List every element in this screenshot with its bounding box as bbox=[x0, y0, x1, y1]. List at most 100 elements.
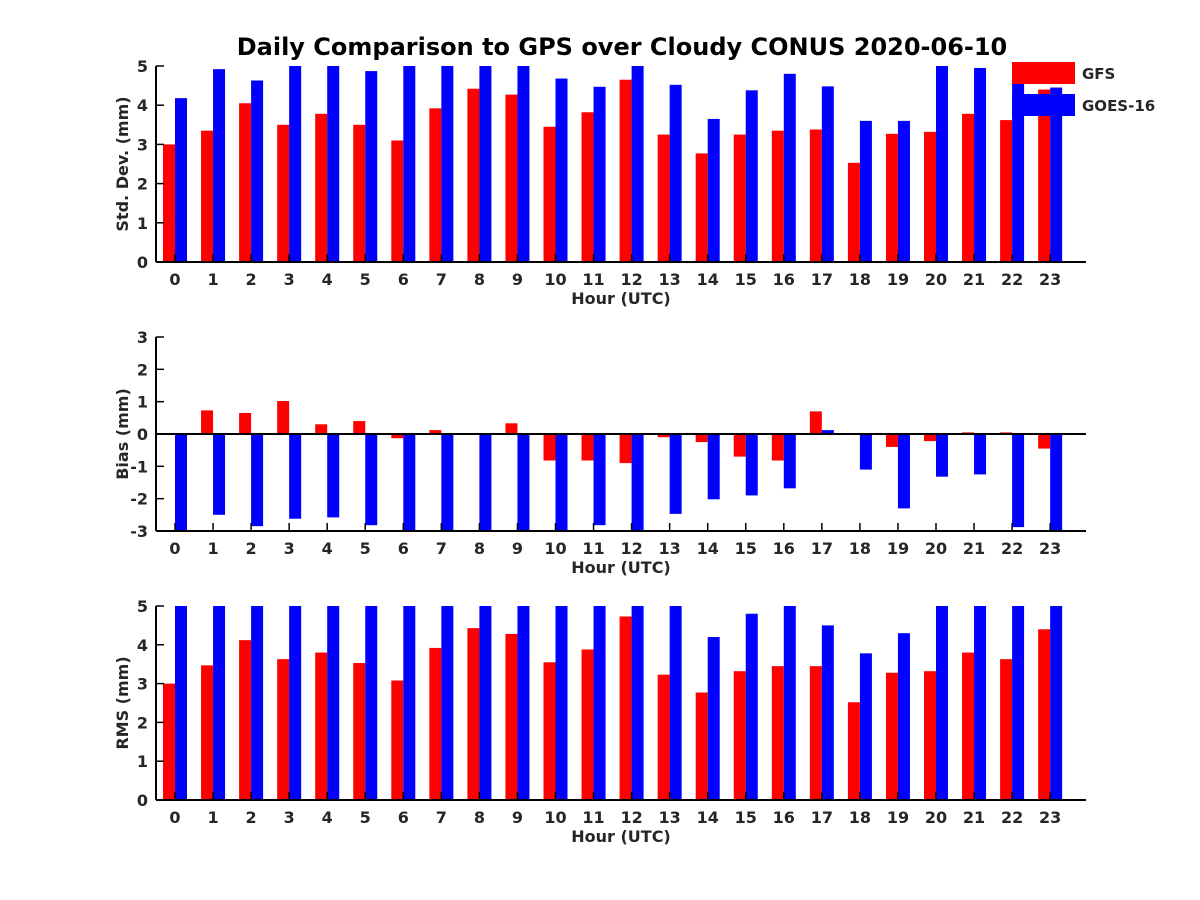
bar-goes-16-hour-5 bbox=[365, 434, 378, 526]
bar-goes-16-hour-15 bbox=[745, 90, 758, 262]
y-tick-label: 3 bbox=[137, 328, 148, 347]
y-tick-label: -1 bbox=[130, 457, 148, 476]
bar-goes-16-hour-15 bbox=[745, 434, 758, 496]
x-tick-label: 18 bbox=[849, 808, 871, 827]
y-tick-label: 5 bbox=[137, 597, 148, 616]
x-tick-label: 7 bbox=[436, 270, 447, 289]
bar-goes-16-hour-10 bbox=[555, 78, 568, 262]
bar-goes-16-hour-2 bbox=[251, 80, 264, 262]
bar-gfs-hour-21 bbox=[962, 652, 975, 800]
bar-gfs-hour-16 bbox=[771, 434, 784, 461]
x-axis-label: Hour (UTC) bbox=[571, 289, 671, 308]
bar-goes-16-hour-19 bbox=[897, 434, 910, 509]
bar-goes-16-hour-1 bbox=[213, 434, 226, 515]
bar-goes-16-hour-0 bbox=[175, 434, 187, 531]
bar-goes-16-hour-13 bbox=[669, 434, 682, 514]
x-tick-label: 23 bbox=[1039, 270, 1061, 289]
bar-gfs-hour-8 bbox=[467, 628, 480, 800]
x-tick-label: 22 bbox=[1001, 539, 1023, 558]
bar-goes-16-hour-16 bbox=[783, 606, 796, 800]
bar-goes-16-hour-20 bbox=[936, 434, 948, 477]
x-tick-label: 5 bbox=[360, 808, 371, 827]
x-tick-label: 5 bbox=[360, 270, 371, 289]
bar-goes-16-hour-19 bbox=[897, 633, 910, 800]
bar-goes-16-hour-0 bbox=[175, 98, 187, 262]
bar-goes-16-hour-22 bbox=[1012, 606, 1025, 800]
bar-gfs-hour-16 bbox=[771, 130, 784, 262]
bar-gfs-hour-3 bbox=[277, 124, 290, 262]
x-tick-label: 8 bbox=[474, 270, 485, 289]
bar-gfs-hour-1 bbox=[201, 410, 214, 434]
bar-gfs-hour-14 bbox=[695, 434, 708, 443]
x-tick-label: 15 bbox=[735, 539, 757, 558]
x-tick-label: 20 bbox=[925, 270, 947, 289]
x-tick-label: 1 bbox=[207, 808, 218, 827]
bar-goes-16-hour-4 bbox=[327, 66, 340, 262]
bar-gfs-hour-17 bbox=[809, 411, 822, 434]
bar-gfs-hour-5 bbox=[353, 663, 366, 800]
bar-goes-16-hour-13 bbox=[669, 84, 682, 262]
y-axis-label: Bias (mm) bbox=[113, 388, 132, 480]
bar-goes-16-hour-15 bbox=[745, 613, 758, 800]
bar-gfs-hour-22 bbox=[1000, 659, 1013, 800]
x-tick-label: 17 bbox=[811, 270, 833, 289]
x-tick-label: 6 bbox=[398, 270, 409, 289]
x-tick-label: 16 bbox=[773, 808, 795, 827]
bar-goes-16-hour-3 bbox=[289, 434, 302, 519]
bar-gfs-hour-10 bbox=[543, 126, 556, 262]
x-tick-label: 3 bbox=[284, 270, 295, 289]
bar-goes-16-hour-19 bbox=[897, 120, 910, 262]
bar-gfs-hour-12 bbox=[619, 79, 632, 262]
x-tick-label: 12 bbox=[620, 808, 642, 827]
x-tick-label: 17 bbox=[811, 539, 833, 558]
y-axis-label: Std. Dev. (mm) bbox=[113, 96, 132, 231]
bar-goes-16-hour-18 bbox=[859, 120, 872, 262]
x-tick-label: 7 bbox=[436, 539, 447, 558]
bar-gfs-hour-1 bbox=[201, 665, 214, 800]
y-tick-label: 4 bbox=[137, 636, 148, 655]
y-axis-label: RMS (mm) bbox=[113, 656, 132, 749]
y-tick-label: 1 bbox=[137, 214, 148, 233]
x-tick-label: 4 bbox=[322, 539, 333, 558]
bar-goes-16-hour-12 bbox=[631, 606, 644, 800]
bar-gfs-hour-14 bbox=[695, 153, 708, 262]
legend-label-goes-16: GOES-16 bbox=[1082, 97, 1155, 115]
bar-goes-16-hour-2 bbox=[251, 606, 264, 800]
bar-goes-16-hour-8 bbox=[479, 434, 492, 531]
x-tick-label: 11 bbox=[582, 808, 604, 827]
bar-goes-16-hour-7 bbox=[441, 606, 454, 800]
bar-gfs-hour-6 bbox=[391, 434, 404, 439]
x-tick-label: 3 bbox=[284, 539, 295, 558]
bar-gfs-hour-2 bbox=[239, 103, 252, 263]
y-tick-label: 5 bbox=[137, 57, 148, 76]
x-tick-label: 14 bbox=[697, 808, 719, 827]
y-tick-label: -2 bbox=[130, 490, 148, 509]
bar-gfs-hour-7 bbox=[429, 647, 442, 800]
x-tick-label: 10 bbox=[544, 808, 566, 827]
bar-goes-16-hour-20 bbox=[936, 606, 948, 800]
bar-goes-16-hour-8 bbox=[479, 606, 492, 800]
x-tick-label: 16 bbox=[773, 270, 795, 289]
bar-gfs-hour-18 bbox=[847, 162, 860, 262]
bar-goes-16-hour-21 bbox=[974, 606, 987, 800]
bar-gfs-hour-12 bbox=[619, 434, 632, 464]
x-axis-label: Hour (UTC) bbox=[571, 558, 671, 577]
bar-gfs-hour-15 bbox=[733, 671, 746, 800]
bar-goes-16-hour-9 bbox=[517, 606, 530, 800]
x-tick-label: 21 bbox=[963, 539, 985, 558]
bar-gfs-hour-19 bbox=[885, 672, 898, 800]
x-tick-label: 16 bbox=[773, 539, 795, 558]
x-tick-label: 14 bbox=[697, 270, 719, 289]
bar-gfs-hour-22 bbox=[1000, 120, 1013, 262]
x-tick-label: 11 bbox=[582, 539, 604, 558]
bar-gfs-hour-10 bbox=[543, 662, 556, 800]
bar-goes-16-hour-11 bbox=[593, 86, 606, 262]
x-tick-label: 22 bbox=[1001, 270, 1023, 289]
bar-goes-16-hour-10 bbox=[555, 606, 568, 800]
bar-gfs-hour-13 bbox=[657, 674, 670, 800]
bar-gfs-hour-1 bbox=[201, 130, 214, 262]
bar-gfs-hour-5 bbox=[353, 124, 366, 262]
bar-goes-16-hour-18 bbox=[859, 653, 872, 800]
